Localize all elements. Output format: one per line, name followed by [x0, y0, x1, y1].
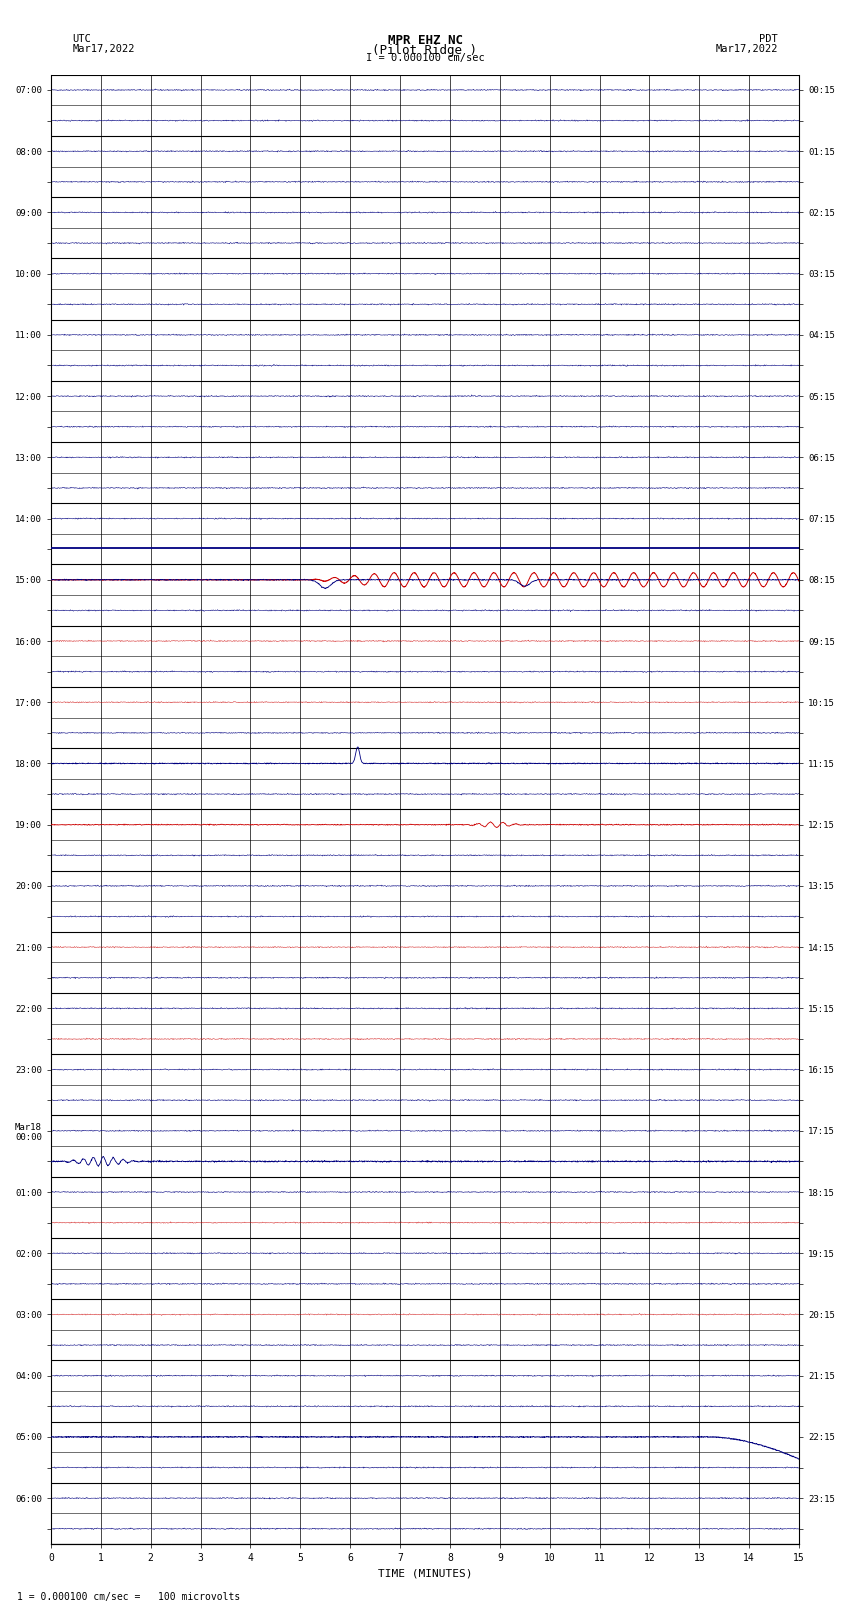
Text: UTC: UTC: [72, 34, 91, 44]
Text: PDT: PDT: [759, 34, 778, 44]
Text: MPR EHZ NC: MPR EHZ NC: [388, 34, 462, 47]
Text: Mar17,2022: Mar17,2022: [72, 44, 135, 53]
Text: I = 0.000100 cm/sec: I = 0.000100 cm/sec: [366, 53, 484, 63]
Text: 1 = 0.000100 cm/sec =   100 microvolts: 1 = 0.000100 cm/sec = 100 microvolts: [17, 1592, 241, 1602]
Text: Mar17,2022: Mar17,2022: [715, 44, 778, 53]
Text: (Pilot Ridge ): (Pilot Ridge ): [372, 44, 478, 56]
X-axis label: TIME (MINUTES): TIME (MINUTES): [377, 1569, 473, 1579]
